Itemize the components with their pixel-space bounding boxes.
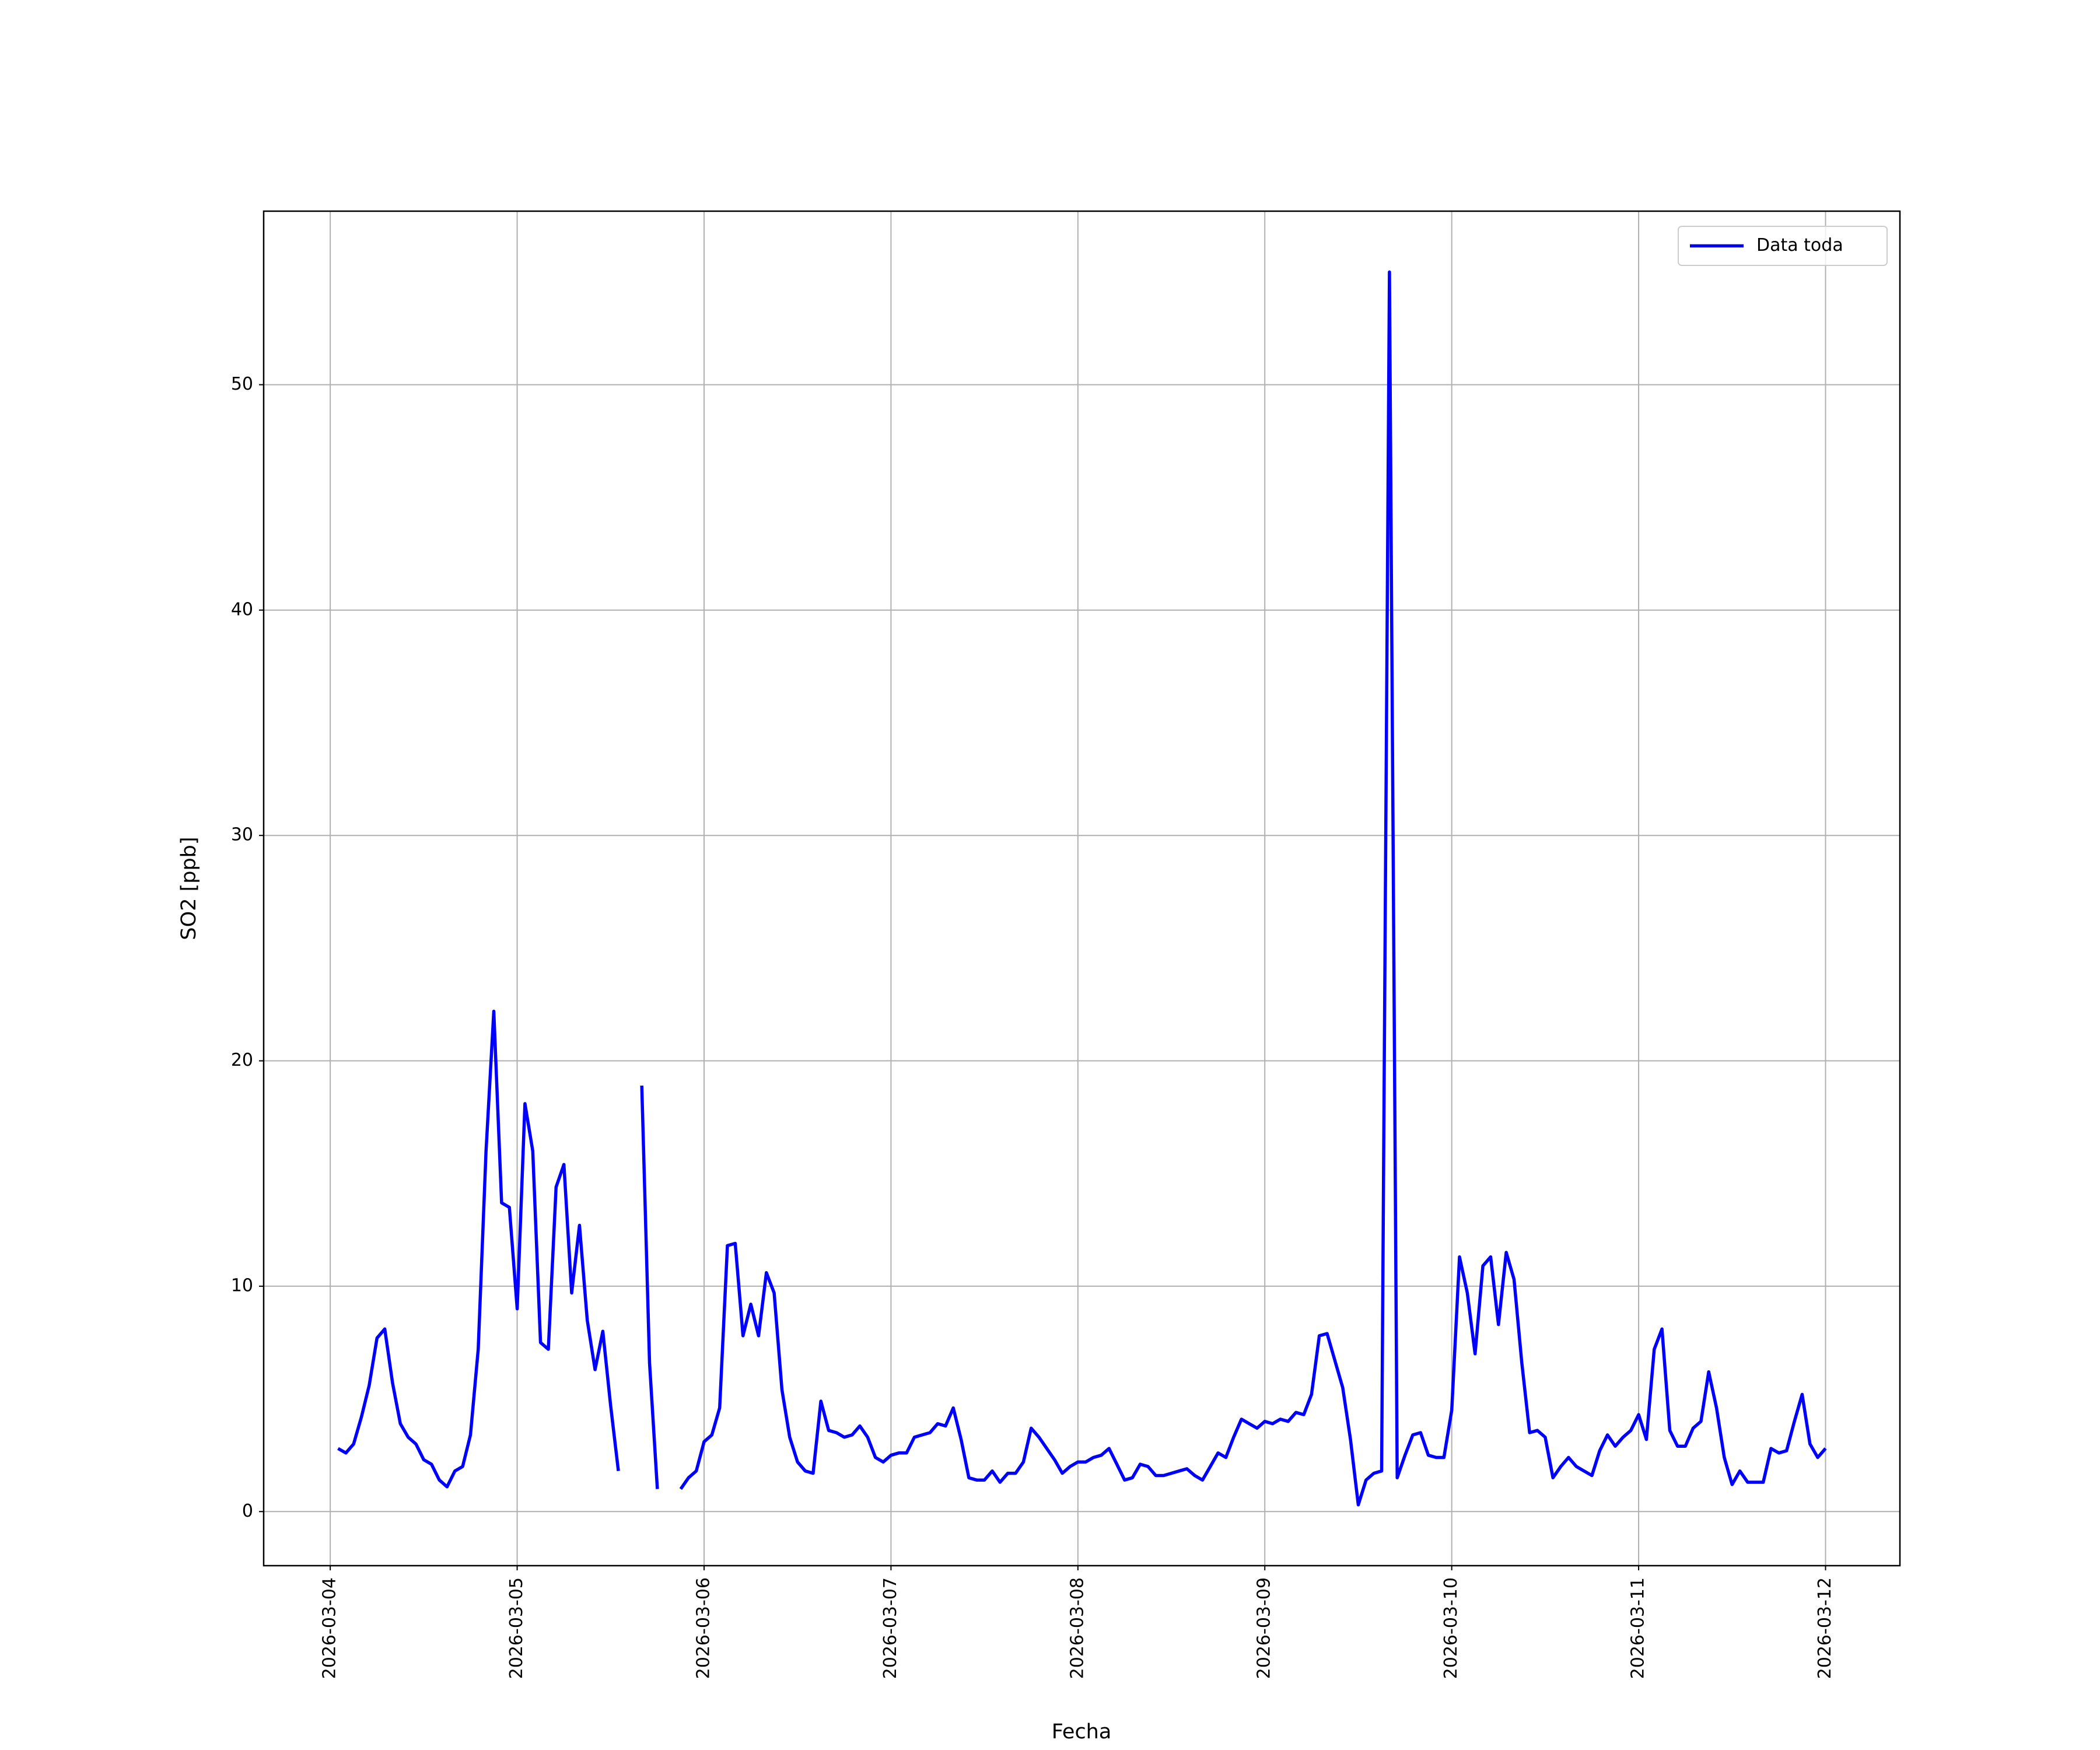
y-axis-label: SO2 [ppb] bbox=[177, 836, 201, 940]
x-tick-label: 2026-03-10 bbox=[1441, 1577, 1461, 1679]
x-tick-label: 2026-03-05 bbox=[506, 1577, 527, 1679]
x-axis-label: Fecha bbox=[1052, 1720, 1112, 1744]
x-tick-label: 2026-03-11 bbox=[1628, 1577, 1648, 1679]
x-tick-label: 2026-03-12 bbox=[1815, 1577, 1835, 1679]
y-tick-label: 50 bbox=[231, 374, 253, 394]
x-tick-label: 2026-03-08 bbox=[1067, 1577, 1087, 1679]
y-tick-label: 0 bbox=[242, 1501, 253, 1521]
legend: Data toda bbox=[1678, 226, 1888, 266]
legend-label: Data toda bbox=[1756, 235, 1843, 256]
y-tick-label: 30 bbox=[231, 825, 253, 845]
x-tick-label: 2026-03-09 bbox=[1254, 1577, 1275, 1679]
y-tick-label: 20 bbox=[231, 1050, 253, 1070]
y-tick-label: 10 bbox=[231, 1275, 253, 1296]
y-tick-label: 40 bbox=[231, 599, 253, 620]
x-tick-label: 2026-03-07 bbox=[880, 1577, 901, 1679]
legend-box bbox=[1678, 226, 1888, 266]
plot-frame bbox=[262, 210, 1901, 1567]
x-tick-label: 2026-03-04 bbox=[320, 1577, 340, 1679]
x-tick-label: 2026-03-06 bbox=[693, 1577, 713, 1679]
data-line bbox=[337, 270, 1827, 1507]
